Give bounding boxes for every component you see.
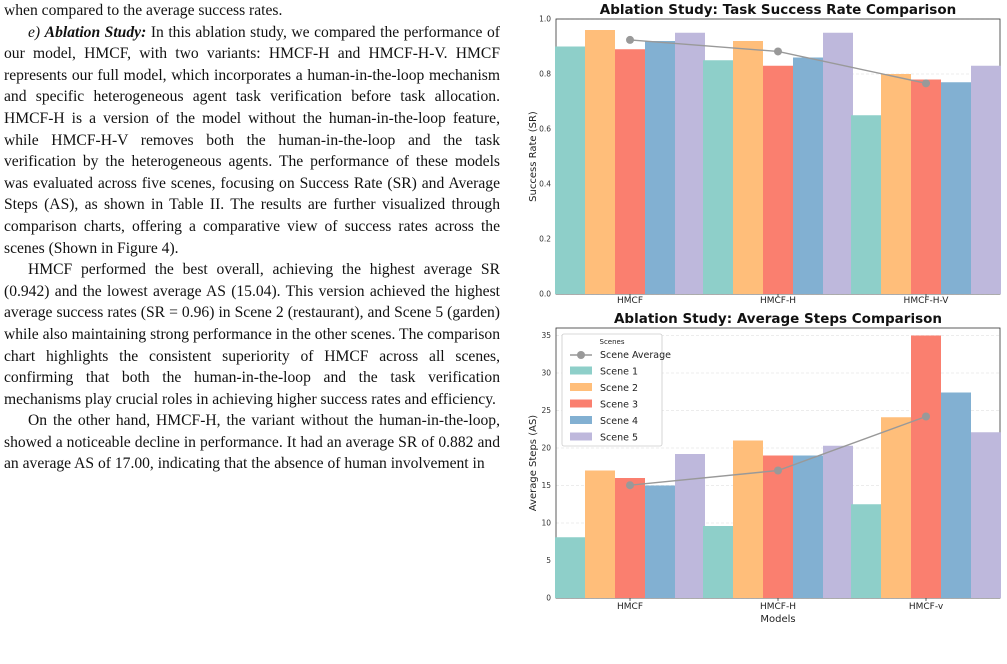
x-tick-label: HMCF-H [760, 296, 796, 306]
x-tick-label: HMCF-H-V [904, 296, 950, 306]
bar-scene-1 [555, 46, 585, 294]
y-tick-label: 0.4 [539, 180, 551, 189]
bar-scene-1 [703, 60, 733, 294]
scene-average-point [626, 481, 634, 490]
scene-average-point [626, 35, 634, 44]
bar-scene-4 [645, 485, 675, 598]
y-tick-label: 0.2 [539, 235, 551, 244]
legend-label: Scene 2 [600, 383, 638, 394]
y-tick-label: 0.8 [539, 70, 551, 79]
paragraph-ablation: e) Ablation Study: In this ablation stud… [4, 22, 500, 260]
section-marker: e) [28, 23, 41, 41]
bar-scene-3 [911, 335, 941, 598]
section-heading: Ablation Study: [44, 23, 147, 41]
legend-swatch [570, 416, 592, 424]
bar-scene-3 [911, 79, 941, 294]
y-tick-label: 30 [541, 369, 551, 378]
bar-scene-4 [941, 82, 971, 294]
bar-scene-5 [823, 445, 853, 598]
legend-label: Scene 4 [600, 416, 638, 427]
bar-scene-2 [733, 41, 763, 294]
bar-scene-1 [703, 526, 733, 598]
legend-swatch [570, 383, 592, 391]
legend: Scenes Scene Average Scene 1 Scene 2 Scene 3… [561, 333, 671, 447]
legend-label: Scene 3 [600, 400, 638, 411]
legend-average-marker [577, 351, 585, 359]
legend-label: Scene 5 [600, 433, 638, 444]
bar-scene-2 [881, 417, 911, 598]
x-tick-label: HMCF-v [909, 602, 944, 612]
chart-title: Ablation Study: Average Steps Comparison [614, 311, 942, 327]
y-tick-label: 10 [541, 519, 551, 528]
legend-title: Scenes [600, 338, 625, 346]
y-tick-label: 5 [546, 556, 551, 565]
legend-swatch [570, 432, 592, 441]
chart-2: Ablation Study: Average Steps Comparison… [528, 311, 1001, 625]
x-tick-label: HMCF-H [760, 602, 796, 612]
y-tick-label: 0.0 [539, 290, 551, 299]
bar-scene-1 [851, 115, 881, 294]
scene-average-point [922, 412, 930, 421]
paragraph-hmcf-results: HMCF performed the best overall, achievi… [4, 261, 500, 408]
bar-scene-2 [733, 440, 763, 598]
y-tick-label: 20 [541, 444, 551, 453]
legend-label: Scene Average [600, 350, 671, 361]
bar-scene-3 [615, 49, 645, 294]
bar-scene-5 [823, 32, 853, 294]
scene-average-point [922, 79, 930, 88]
paragraph-hmcf-h-results: On the other hand, HMCF-H, the variant w… [4, 412, 500, 473]
y-axis-label: Success Rate (SR) [528, 111, 539, 202]
scene-average-point [774, 47, 782, 56]
y-tick-label: 25 [541, 406, 551, 415]
bar-scene-4 [941, 392, 971, 598]
bar-scene-5 [675, 454, 705, 598]
bar-scene-1 [851, 504, 881, 598]
bar-scene-2 [881, 74, 911, 294]
x-axis-label: Models [760, 614, 795, 625]
scene-average-point [774, 466, 782, 475]
bar-scene-1 [555, 537, 585, 598]
chart-title: Ablation Study: Task Success Rate Compar… [600, 2, 956, 18]
bar-scene-3 [615, 478, 645, 598]
y-axis-label: Average Steps (AS) [528, 415, 539, 511]
chart-1: Ablation Study: Task Success Rate Compar… [528, 2, 1001, 306]
bar-scene-4 [793, 57, 823, 294]
bar-scene-2 [585, 30, 615, 294]
bar-scene-2 [585, 470, 615, 598]
bar-scene-4 [645, 41, 675, 294]
figure-4: Ablation Study: Task Success Rate Compar… [508, 0, 1007, 664]
legend-swatch [570, 399, 592, 408]
y-tick-label: 1.0 [539, 15, 551, 24]
bar-scene-3 [763, 65, 793, 294]
y-tick-label: 0.6 [539, 125, 551, 134]
bar-scene-5 [971, 65, 1001, 294]
x-tick-label: HMCF [617, 296, 643, 306]
y-tick-label: 15 [541, 481, 551, 490]
legend-label: Scene 1 [600, 367, 638, 378]
x-tick-label: HMCF [617, 602, 643, 612]
bar-scene-4 [793, 455, 823, 598]
paragraph-continued: when compared to the average success rat… [4, 2, 283, 19]
y-tick-label: 0 [546, 594, 551, 603]
bar-scene-5 [675, 32, 705, 294]
y-tick-label: 35 [541, 331, 551, 340]
bar-scene-5 [971, 432, 1001, 598]
legend-swatch [570, 366, 592, 375]
figure-svg: Ablation Study: Task Success Rate Compar… [528, 2, 1001, 625]
bar-scene-3 [763, 455, 793, 598]
paper-text-column: when compared to the average success rat… [4, 0, 500, 475]
paragraph-ablation-body: In this ablation study, we compared the … [4, 23, 501, 257]
